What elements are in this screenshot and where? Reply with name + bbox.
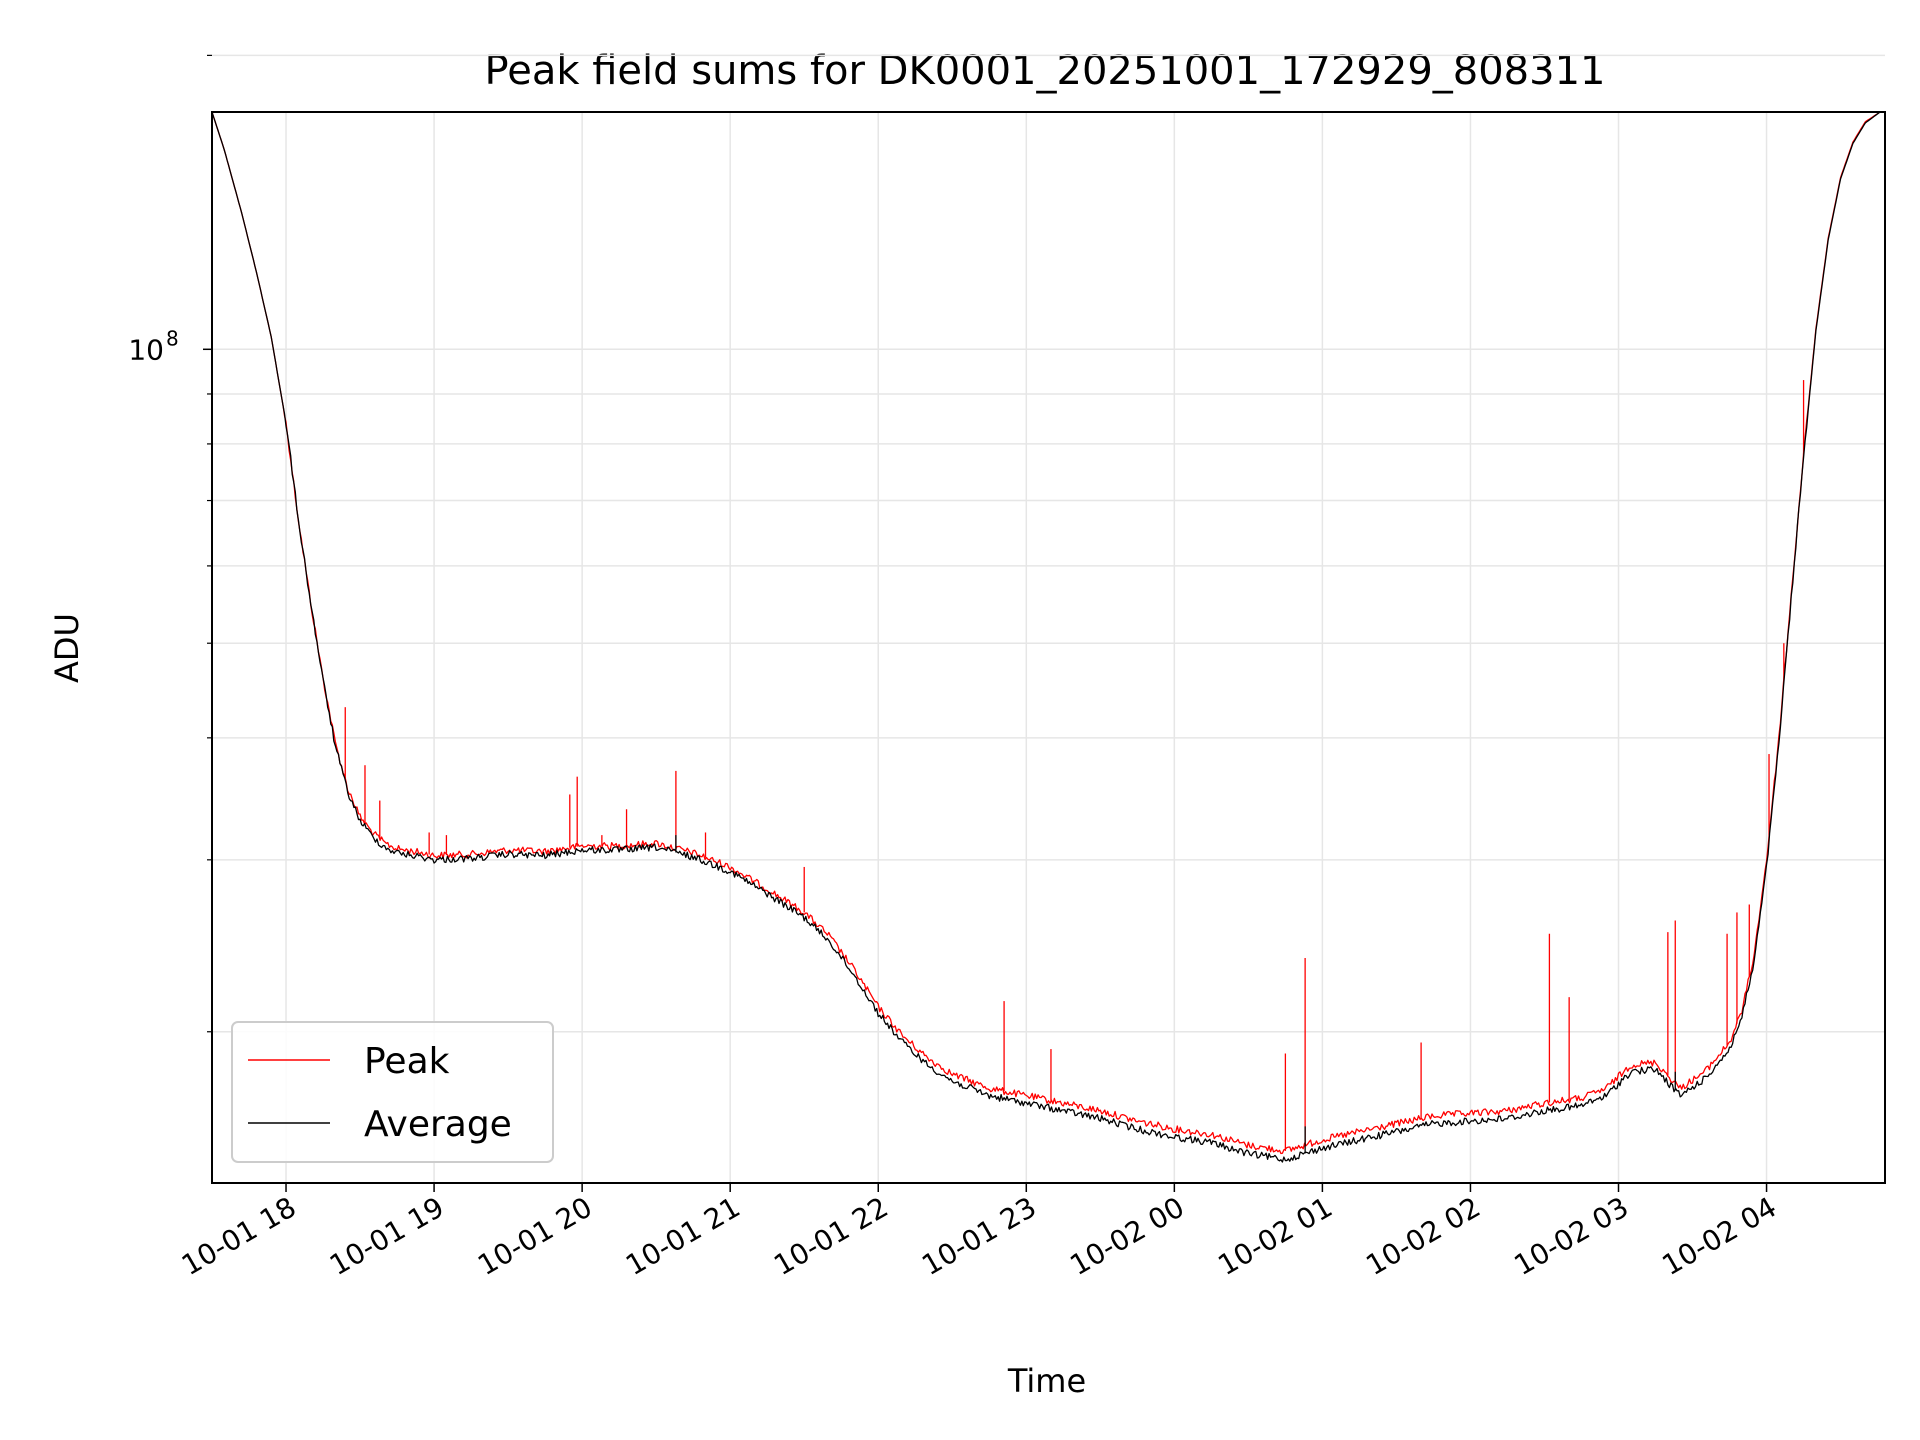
series-layer	[212, 112, 1881, 1163]
legend-box	[231, 1021, 554, 1163]
x-axis-label: Time	[1007, 1362, 1086, 1400]
y-axis: 10 8	[128, 54, 212, 1033]
legend-label-peak: Peak	[364, 1041, 450, 1082]
y-tick-label: 10	[128, 333, 164, 366]
series-line-average	[212, 112, 1881, 1163]
legend: Peak Average	[231, 1021, 554, 1163]
plot-frame	[211, 111, 1886, 1184]
y-tick-label-exponent: 8	[166, 326, 179, 350]
y-axis-label: ADU	[48, 613, 86, 683]
grid	[212, 54, 1885, 1183]
legend-label-average: Average	[364, 1104, 512, 1145]
plot-series	[212, 112, 1881, 1163]
